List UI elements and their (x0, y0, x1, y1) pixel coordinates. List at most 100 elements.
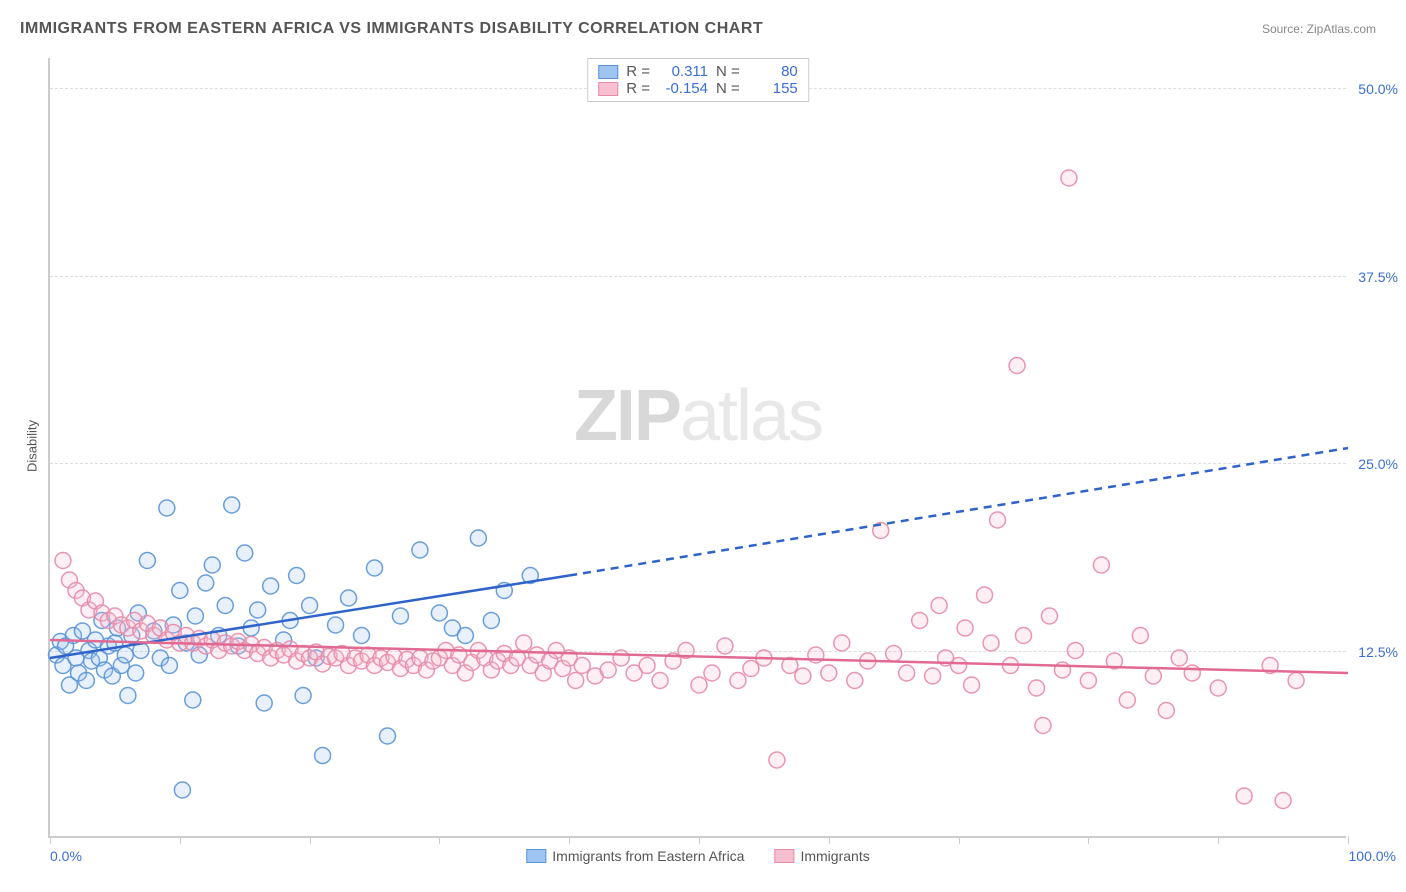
data-point (899, 665, 915, 681)
data-point (250, 602, 266, 618)
data-point (237, 545, 253, 561)
legend-item-1: Immigrants from Eastern Africa (526, 848, 744, 864)
data-point (457, 628, 473, 644)
data-point (983, 635, 999, 651)
data-point (1145, 668, 1161, 684)
series-1-swatch (598, 65, 618, 79)
data-point (1288, 673, 1304, 689)
series-2-swatch (598, 82, 618, 96)
data-point (977, 587, 993, 603)
n-label: N = (716, 80, 740, 97)
data-point (128, 665, 144, 681)
y-axis-label: Disability (25, 420, 40, 472)
data-point (174, 782, 190, 798)
data-point (392, 608, 408, 624)
data-point (159, 500, 175, 516)
r-label: R = (626, 80, 650, 97)
data-point (431, 605, 447, 621)
data-point (289, 568, 305, 584)
data-point (412, 542, 428, 558)
y-tick-label: 12.5% (1358, 644, 1398, 660)
x-tick (1348, 836, 1349, 844)
data-point (185, 692, 201, 708)
data-point (328, 617, 344, 633)
series-2-n-value: 155 (748, 80, 798, 97)
series-1-swatch (526, 849, 546, 863)
data-point (1067, 643, 1083, 659)
legend-item-2: Immigrants (774, 848, 869, 864)
data-point (834, 635, 850, 651)
data-point (379, 728, 395, 744)
correlation-stats-box: R = 0.311 N = 80 R = -0.154 N = 155 (587, 58, 809, 102)
data-point (204, 557, 220, 573)
data-point (1093, 557, 1109, 573)
data-point (925, 668, 941, 684)
data-point (341, 590, 357, 606)
series-1-r-value: 0.311 (658, 63, 708, 80)
series-1-n-value: 80 (748, 63, 798, 80)
data-point (1158, 703, 1174, 719)
data-point (957, 620, 973, 636)
data-point (172, 583, 188, 599)
data-point (743, 661, 759, 677)
data-point (161, 658, 177, 674)
y-tick-label: 25.0% (1358, 456, 1398, 472)
source-attribution: Source: ZipAtlas.com (1262, 22, 1376, 36)
data-point (470, 530, 486, 546)
data-point (1016, 628, 1032, 644)
chart-title: IMMIGRANTS FROM EASTERN AFRICA VS IMMIGR… (20, 20, 763, 38)
data-point (568, 673, 584, 689)
data-point (1210, 680, 1226, 696)
stats-row-series-1: R = 0.311 N = 80 (598, 63, 798, 80)
data-point (990, 512, 1006, 528)
y-tick-label: 50.0% (1358, 81, 1398, 97)
data-point (263, 578, 279, 594)
data-point (847, 673, 863, 689)
series-2-r-value: -0.154 (658, 80, 708, 97)
n-label: N = (716, 63, 740, 80)
data-point (55, 553, 71, 569)
data-point (354, 628, 370, 644)
data-point (1061, 170, 1077, 186)
trend-line-extrapolated (569, 448, 1348, 576)
data-point (516, 635, 532, 651)
data-point (931, 598, 947, 614)
data-point (198, 575, 214, 591)
data-point (117, 647, 133, 663)
series-2-swatch (774, 849, 794, 863)
data-point (1132, 628, 1148, 644)
data-point (315, 748, 331, 764)
data-point (187, 608, 203, 624)
data-point (769, 752, 785, 768)
data-point (217, 598, 233, 614)
series-legend: Immigrants from Eastern Africa Immigrant… (526, 848, 869, 864)
data-point (1171, 650, 1187, 666)
data-point (295, 688, 311, 704)
data-point (1119, 692, 1135, 708)
data-point (821, 665, 837, 681)
data-point (1028, 680, 1044, 696)
data-point (717, 638, 733, 654)
data-point (1184, 665, 1200, 681)
data-point (1009, 358, 1025, 374)
series-2-label: Immigrants (800, 848, 869, 864)
data-point (912, 613, 928, 629)
data-point (256, 695, 272, 711)
data-point (639, 658, 655, 674)
data-point (691, 677, 707, 693)
data-point (600, 662, 616, 678)
y-tick-label: 37.5% (1358, 269, 1398, 285)
data-point (951, 658, 967, 674)
data-point (1275, 793, 1291, 809)
data-point (302, 598, 318, 614)
data-point (574, 658, 590, 674)
data-point (652, 673, 668, 689)
data-point (1041, 608, 1057, 624)
data-point (139, 553, 155, 569)
data-point (704, 665, 720, 681)
x-axis-min-label: 0.0% (50, 848, 82, 864)
data-point (1236, 788, 1252, 804)
series-1-label: Immigrants from Eastern Africa (552, 848, 744, 864)
x-axis-max-label: 100.0% (1349, 848, 1396, 864)
data-point (964, 677, 980, 693)
